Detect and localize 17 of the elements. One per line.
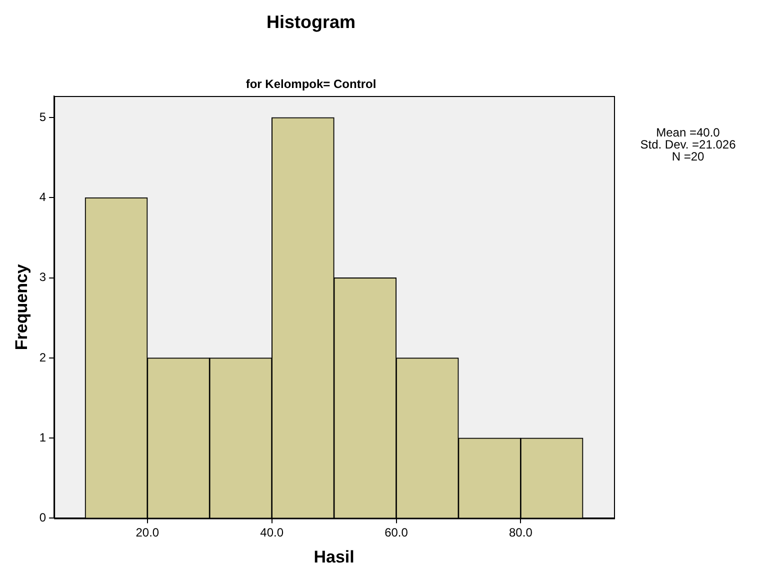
x-tick-label: 20.0	[136, 526, 160, 540]
text: Mean =40.0	[656, 125, 720, 140]
text: N =20	[672, 149, 704, 164]
y-tick-label: 2	[39, 350, 46, 364]
x-tick-label: 40.0	[260, 526, 284, 540]
y-tick-label: 5	[39, 110, 46, 124]
chart-title: Histogram	[266, 12, 356, 32]
y-axis-title: Frequency	[12, 264, 31, 350]
y-tick-label: 1	[39, 430, 46, 444]
y-tick-label: 0	[39, 510, 46, 525]
x-tick-label: 60.0	[384, 526, 408, 540]
chart-subtitle: for Kelompok= Control	[246, 77, 376, 92]
text: Std. Dev. =21.026	[640, 137, 736, 152]
y-tick-label: 3	[39, 270, 46, 284]
y-tick-label: 4	[39, 190, 46, 204]
x-axis-title: Hasil	[314, 547, 354, 566]
x-tick-label: 80.0	[509, 526, 533, 540]
